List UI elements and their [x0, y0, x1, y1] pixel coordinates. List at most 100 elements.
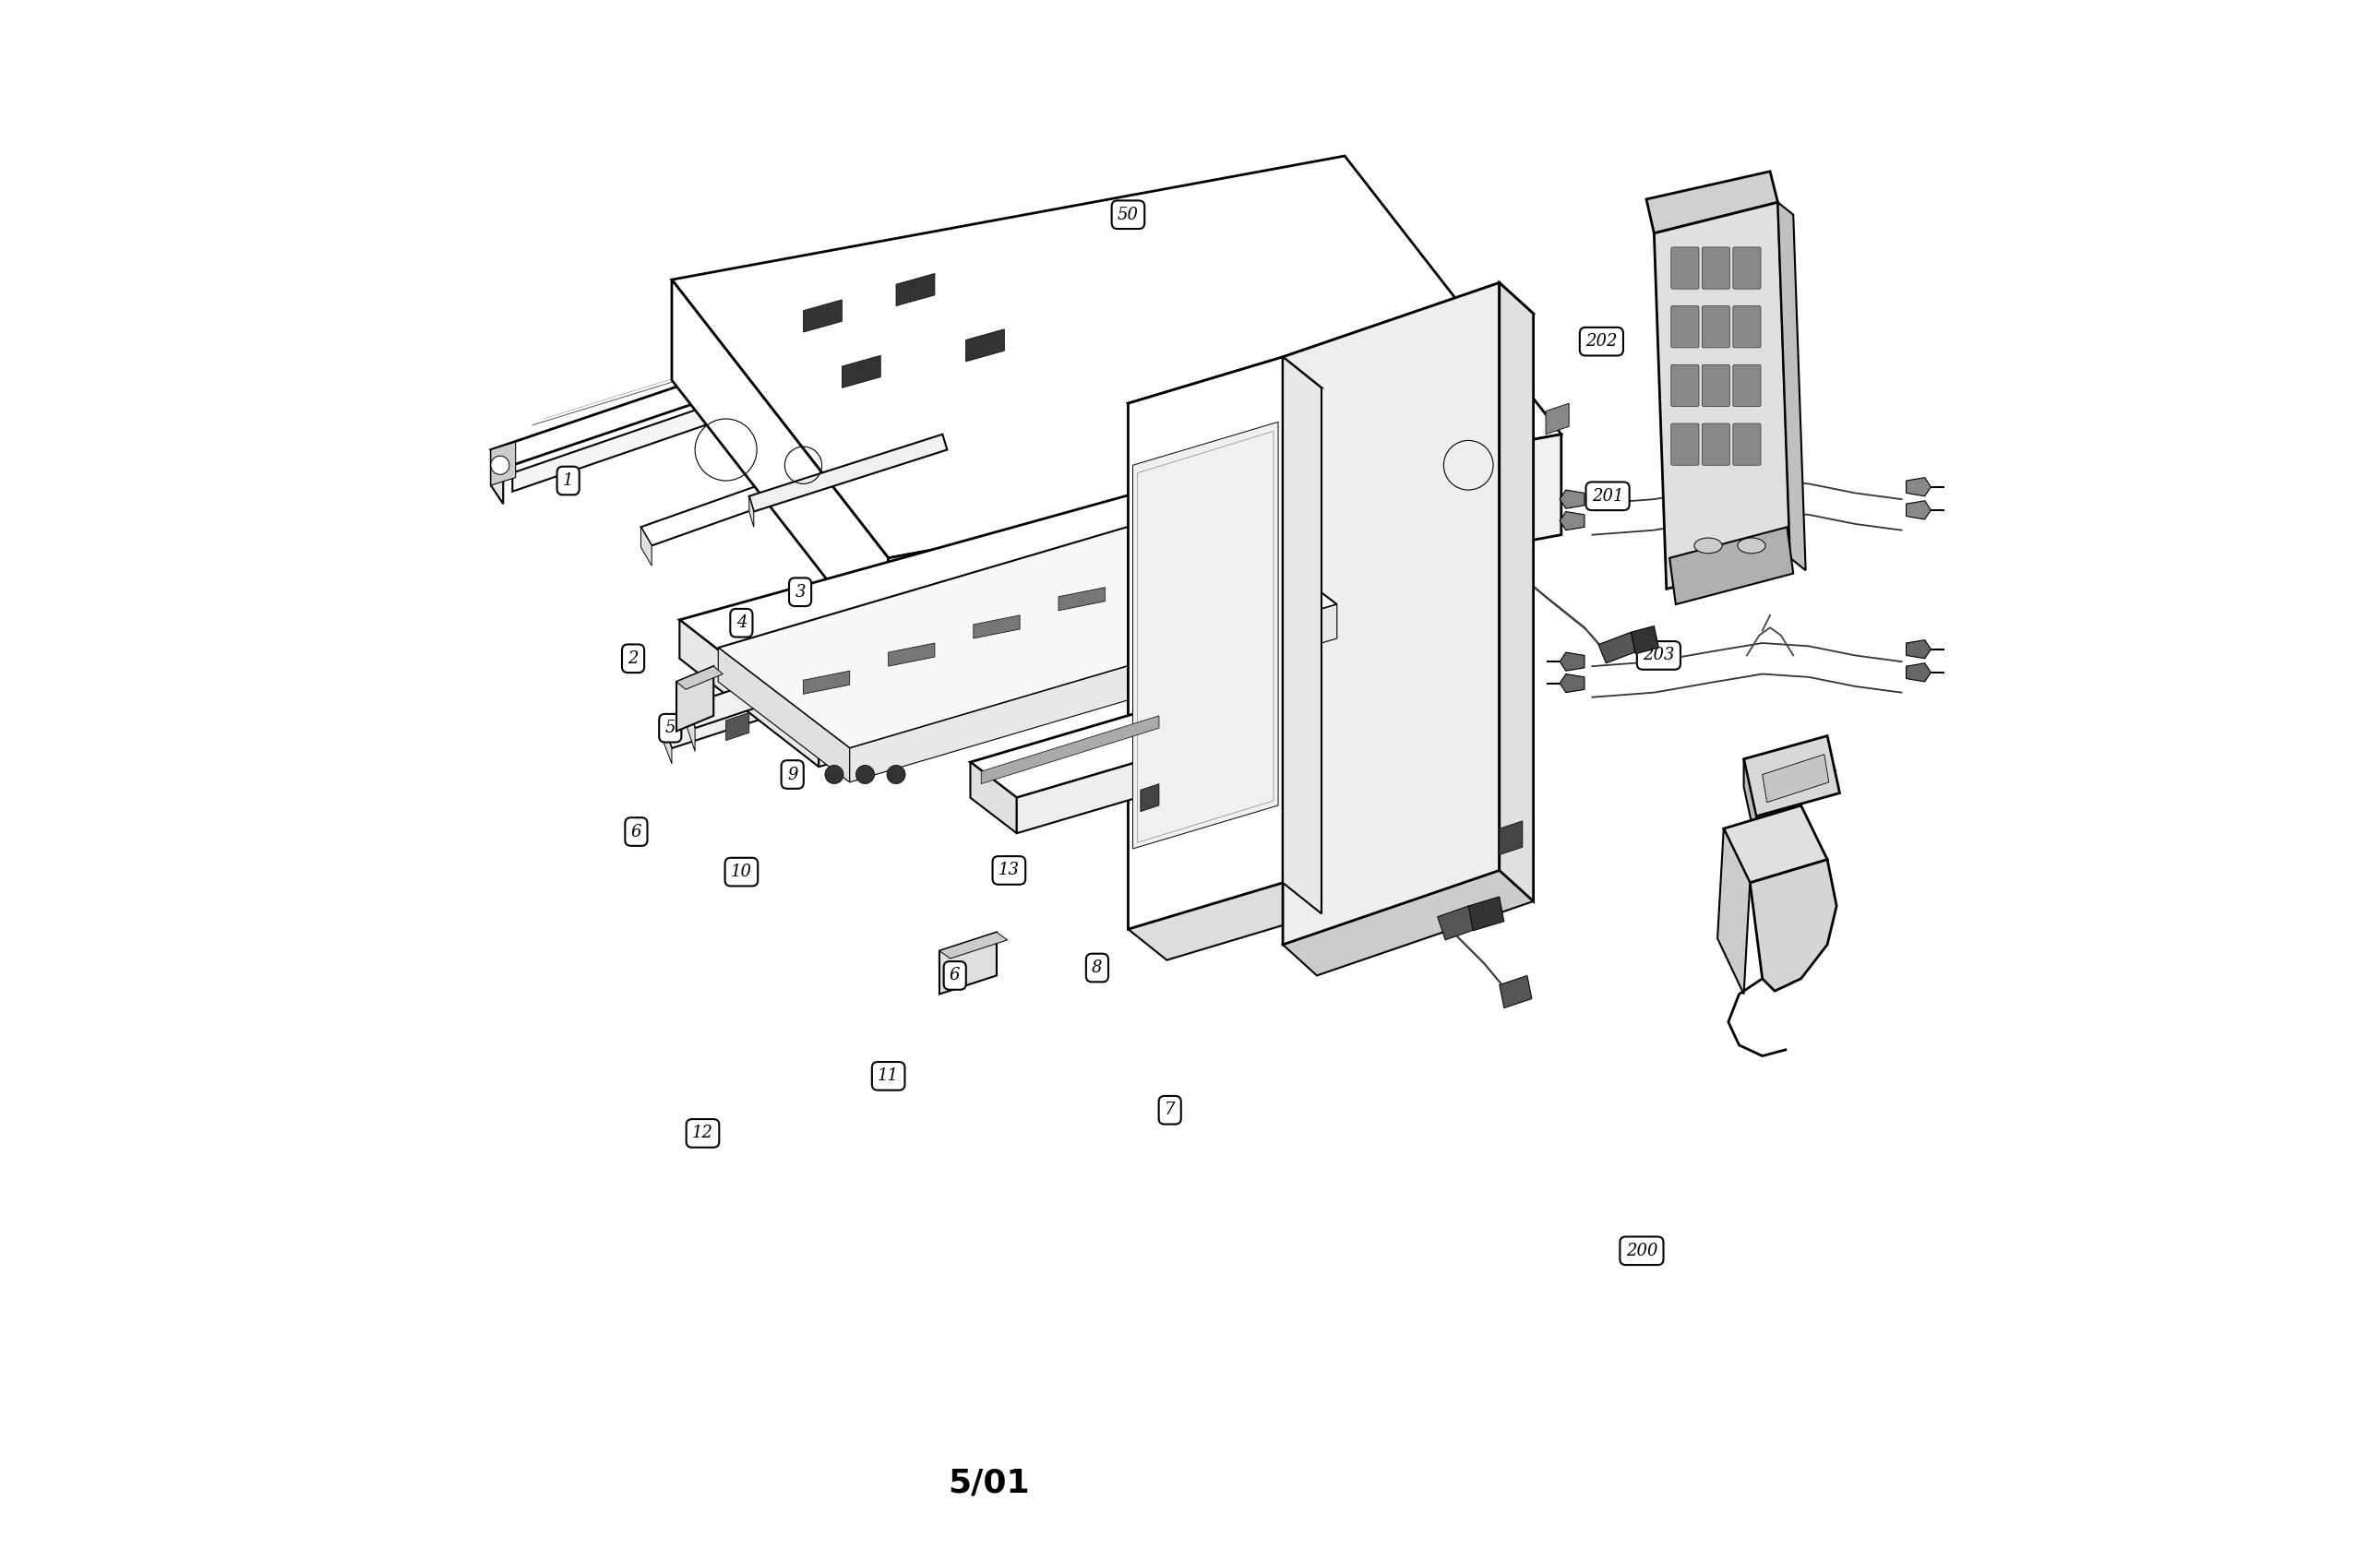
Polygon shape [1723, 805, 1828, 883]
FancyBboxPatch shape [1733, 248, 1761, 290]
Polygon shape [640, 527, 652, 565]
Polygon shape [1745, 736, 1840, 816]
Polygon shape [940, 932, 997, 994]
Polygon shape [719, 647, 850, 782]
Polygon shape [490, 441, 516, 485]
Polygon shape [1499, 283, 1533, 902]
FancyBboxPatch shape [1671, 423, 1699, 465]
Polygon shape [1906, 640, 1930, 658]
Text: 11: 11 [878, 1067, 900, 1084]
Polygon shape [819, 573, 1376, 767]
FancyBboxPatch shape [1702, 423, 1730, 465]
Polygon shape [490, 218, 1188, 468]
Polygon shape [1283, 283, 1533, 387]
FancyBboxPatch shape [1702, 307, 1730, 347]
Polygon shape [1761, 754, 1828, 802]
Text: 9: 9 [788, 767, 797, 782]
Text: 3: 3 [795, 584, 804, 601]
Polygon shape [750, 496, 754, 527]
Text: 12: 12 [693, 1125, 714, 1142]
Polygon shape [726, 713, 750, 740]
Polygon shape [1559, 489, 1585, 508]
Polygon shape [681, 465, 1376, 728]
Polygon shape [1545, 403, 1568, 434]
Ellipse shape [1695, 538, 1723, 553]
Polygon shape [1128, 883, 1321, 960]
Text: 4: 4 [735, 615, 747, 632]
FancyBboxPatch shape [1702, 248, 1730, 290]
Polygon shape [1559, 674, 1585, 692]
FancyBboxPatch shape [1702, 364, 1730, 406]
Polygon shape [1016, 737, 1221, 833]
Text: 13: 13 [997, 863, 1019, 878]
Polygon shape [1283, 356, 1321, 914]
Polygon shape [1128, 356, 1321, 434]
Polygon shape [1647, 172, 1778, 234]
Polygon shape [719, 503, 1338, 748]
Circle shape [826, 765, 843, 784]
Polygon shape [1145, 559, 1190, 582]
Polygon shape [971, 702, 1221, 798]
Polygon shape [664, 620, 1004, 748]
FancyBboxPatch shape [1733, 364, 1761, 406]
Polygon shape [1499, 821, 1523, 855]
Polygon shape [512, 242, 1188, 491]
Polygon shape [750, 434, 947, 511]
Polygon shape [664, 728, 671, 764]
FancyBboxPatch shape [1671, 248, 1699, 290]
Polygon shape [681, 620, 819, 767]
Polygon shape [1283, 283, 1499, 945]
Polygon shape [940, 932, 1007, 959]
Polygon shape [1140, 784, 1159, 812]
Polygon shape [1906, 500, 1930, 519]
Polygon shape [981, 716, 1159, 784]
Polygon shape [671, 156, 1561, 558]
Polygon shape [971, 762, 1016, 833]
FancyBboxPatch shape [1733, 423, 1761, 465]
Text: 203: 203 [1642, 647, 1676, 663]
Text: 201: 201 [1592, 488, 1623, 505]
Text: 200A: 200A [1761, 852, 1804, 867]
Polygon shape [1438, 906, 1476, 940]
Polygon shape [688, 705, 695, 751]
Polygon shape [897, 274, 935, 307]
Polygon shape [804, 301, 843, 331]
Text: 1: 1 [562, 472, 574, 489]
Polygon shape [676, 666, 724, 689]
Polygon shape [1059, 587, 1104, 610]
Polygon shape [973, 615, 1021, 638]
Ellipse shape [1737, 538, 1766, 553]
Circle shape [857, 765, 873, 784]
Polygon shape [843, 355, 881, 387]
Polygon shape [1745, 759, 1756, 844]
Polygon shape [1133, 421, 1278, 849]
Text: 50: 50 [1119, 206, 1138, 223]
Text: 8: 8 [1092, 959, 1102, 976]
Polygon shape [1128, 356, 1283, 929]
Polygon shape [1630, 626, 1659, 654]
Polygon shape [850, 604, 1338, 782]
Polygon shape [966, 328, 1004, 361]
FancyBboxPatch shape [1671, 307, 1699, 347]
Polygon shape [1599, 632, 1637, 663]
Polygon shape [640, 356, 1130, 545]
Text: 5: 5 [664, 720, 676, 736]
FancyBboxPatch shape [1733, 307, 1761, 347]
Text: 5/01: 5/01 [947, 1467, 1031, 1498]
Text: 7: 7 [1164, 1101, 1176, 1118]
Text: 10: 10 [731, 864, 752, 880]
Polygon shape [688, 604, 997, 728]
Circle shape [888, 765, 904, 784]
FancyBboxPatch shape [1671, 364, 1699, 406]
Text: 202: 202 [1585, 333, 1618, 350]
Polygon shape [1906, 477, 1930, 496]
Polygon shape [1906, 663, 1930, 682]
Polygon shape [1718, 829, 1749, 994]
Polygon shape [1668, 527, 1792, 604]
Text: 6: 6 [631, 824, 643, 840]
Polygon shape [1778, 203, 1806, 570]
Polygon shape [1283, 871, 1533, 976]
Polygon shape [804, 671, 850, 694]
Polygon shape [888, 434, 1561, 658]
Polygon shape [1749, 860, 1837, 991]
